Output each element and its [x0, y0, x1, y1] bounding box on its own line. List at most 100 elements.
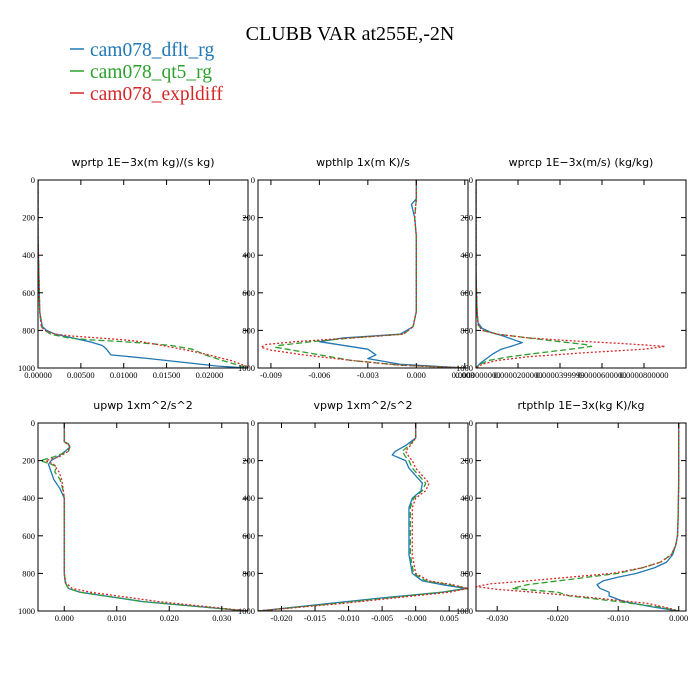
y-tick-label: 1000	[456, 606, 473, 616]
y-tick-label: 600	[460, 531, 473, 541]
figure-title: CLUBB VAR at255E,-2N	[246, 23, 455, 45]
x-tick-label: 0.003	[455, 370, 474, 380]
series-line	[476, 423, 680, 611]
x-tick-label: 0.030	[212, 613, 231, 623]
plot-frame	[475, 179, 687, 369]
x-tick-label: 0.0000200000	[494, 370, 543, 380]
x-tick-label: 0.00500	[67, 370, 95, 380]
y-tick-label: 200	[242, 456, 255, 466]
y-tick-label: 600	[22, 531, 35, 541]
series-group	[260, 180, 467, 368]
plot-frame	[37, 422, 249, 612]
panel: upwp 1xm^2/s^2 0 200 400 600 800 1000 0.000 0.01…	[18, 399, 249, 623]
series-line	[596, 423, 680, 611]
series-group	[258, 423, 468, 611]
series-line	[258, 423, 468, 611]
series-line	[476, 180, 666, 368]
x-tick-label: 0.0000800000	[620, 370, 669, 380]
x-tick-label: -0.006	[308, 370, 330, 380]
series-line	[45, 423, 248, 611]
x-tick-label: 0.0000600000	[578, 370, 627, 380]
y-tick-label: 600	[242, 288, 255, 298]
y-tick-label: 800	[22, 568, 35, 578]
y-tick-label: 400	[242, 250, 255, 260]
series-line	[511, 423, 680, 611]
x-tick-label: 0.0000000000	[452, 370, 501, 380]
y-tick-label: 600	[460, 288, 473, 298]
series-group	[476, 180, 666, 368]
y-tick-label: 600	[22, 288, 35, 298]
x-tick-label: 0.005	[440, 613, 459, 623]
plot-frame	[257, 179, 469, 369]
y-tick-label: 200	[22, 213, 35, 223]
x-tick-label: -0.010	[607, 613, 629, 623]
x-tick-label: 0.000	[55, 613, 74, 623]
x-tick-label: 0.000	[669, 613, 688, 623]
panel-title: upwp 1xm^2/s^2	[93, 399, 193, 412]
x-tick-label: 0.020	[160, 613, 179, 623]
y-tick-label: 0	[31, 175, 35, 185]
panel-title: wprcp 1E−3x(m/s) (kg/kg)	[509, 156, 654, 169]
series-line	[275, 180, 465, 368]
x-tick-label: 0.000	[407, 370, 426, 380]
series-line	[260, 180, 465, 368]
legend: cam078_dflt_rgcam078_qt5_rgcam078_expldi…	[70, 40, 223, 105]
series-line	[318, 180, 467, 368]
x-tick-label: -0.020	[270, 613, 292, 623]
x-tick-label: 0.02000	[196, 370, 224, 380]
y-tick-label: 200	[460, 456, 473, 466]
x-tick-label: -0.009	[260, 370, 282, 380]
y-tick-label: 200	[242, 213, 255, 223]
y-tick-label: 1000	[18, 363, 35, 373]
y-tick-label: 200	[22, 456, 35, 466]
y-tick-label: 0	[31, 418, 35, 428]
y-tick-label: 1000	[456, 363, 473, 373]
series-line	[38, 180, 248, 368]
plot-frame	[37, 179, 249, 369]
series-line	[476, 180, 593, 368]
series-group	[38, 180, 248, 368]
x-tick-label: 0.01000	[110, 370, 138, 380]
y-tick-label: 400	[460, 493, 473, 503]
y-tick-label: 1000	[18, 606, 35, 616]
panels: wprtp 1E−3x(m kg)/(s kg) 0 200 400 600 800 100…	[18, 156, 688, 623]
panel-title: vpwp 1xm^2/s^2	[313, 399, 412, 412]
x-tick-label: 0.010	[107, 613, 126, 623]
x-tick-label: -0.003	[357, 370, 379, 380]
x-tick-label: 0.01500	[153, 370, 181, 380]
series-line	[258, 423, 468, 611]
y-tick-label: 0	[251, 418, 255, 428]
x-tick-label: 0.0000399999	[536, 370, 585, 380]
y-tick-label: 600	[242, 531, 255, 541]
y-tick-label: 800	[22, 325, 35, 335]
y-tick-label: 800	[242, 325, 255, 335]
legend-entry: cam078_dflt_rg	[90, 40, 214, 61]
panel-title: wprtp 1E−3x(m kg)/(s kg)	[72, 156, 215, 169]
y-tick-label: 400	[22, 250, 35, 260]
panel: wprtp 1E−3x(m kg)/(s kg) 0 200 400 600 800 100…	[18, 156, 249, 380]
legend-entry: cam078_qt5_rg	[90, 62, 212, 83]
x-tick-label: -0.020	[547, 613, 569, 623]
plot-frame	[475, 422, 687, 612]
y-tick-label: 0	[251, 175, 255, 185]
y-tick-label: 400	[460, 250, 473, 260]
panel: wpthlp 1x(m K)/s 0 200 400 600 800 1000 -0.009 -…	[238, 156, 474, 380]
x-tick-label: -0.015	[304, 613, 326, 623]
x-tick-label: -0.010	[338, 613, 360, 623]
x-tick-label: -0.005	[371, 613, 393, 623]
y-tick-label: 0	[469, 175, 473, 185]
y-tick-label: 200	[460, 213, 473, 223]
series-line	[47, 423, 248, 611]
series-line	[38, 180, 248, 368]
series-group	[39, 423, 248, 611]
y-tick-label: 800	[460, 568, 473, 578]
legend-entry: cam078_expldiff	[90, 84, 223, 105]
y-tick-label: 800	[460, 325, 473, 335]
y-tick-label: 800	[242, 568, 255, 578]
y-tick-label: 400	[242, 493, 255, 503]
y-tick-label: 1000	[238, 363, 255, 373]
panel: rtpthlp 1E−3x(kg K)/kg 0 200 400 600 800 1000 -…	[456, 399, 688, 623]
x-tick-label: -0.000	[405, 613, 427, 623]
panel: vpwp 1xm^2/s^2 0 200 400 600 800 1000 -0.020 -0.…	[238, 399, 469, 623]
